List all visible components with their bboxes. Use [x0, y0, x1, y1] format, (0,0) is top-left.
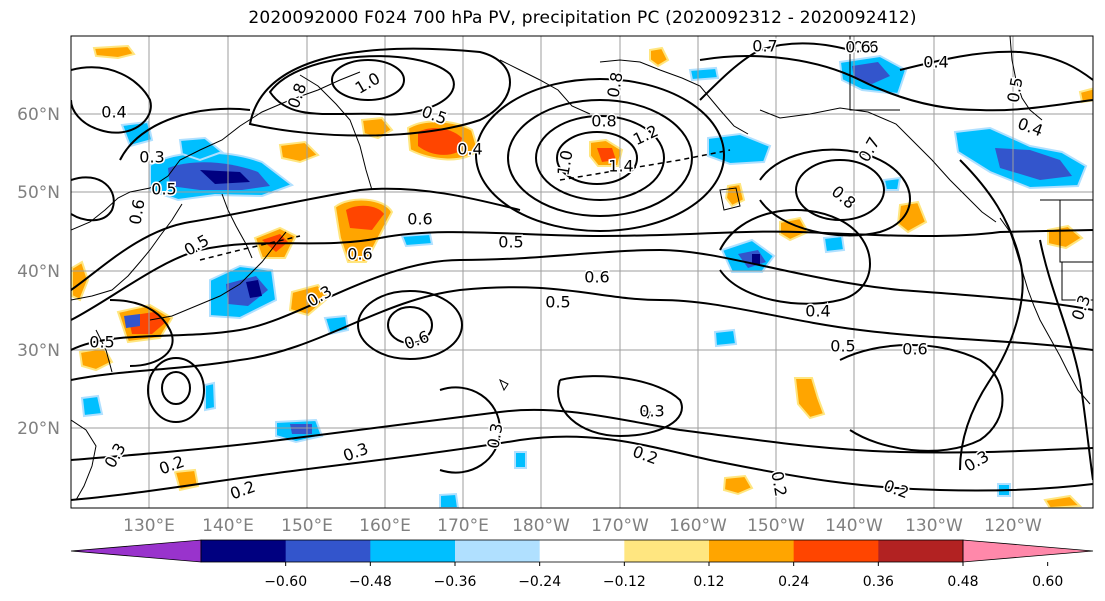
contour-label: 0.4	[101, 103, 126, 122]
colorbar-tick-label: −0.36	[434, 574, 477, 590]
colorbar-bin	[201, 540, 287, 562]
colorbar-bin	[455, 540, 541, 562]
longitude-label: 120°W	[984, 516, 1042, 536]
contour-label: 0.6	[584, 268, 609, 287]
colorbar: −0.60 −0.48 −0.36 −0.24 −0.12 0.12 0.24 0.36 0.4…	[70, 539, 1094, 590]
contour-label: 0.6	[347, 245, 372, 264]
contour-label: 0.5	[1003, 76, 1026, 104]
colorbar-extend-high	[962, 539, 1094, 563]
longitude-label: 130°W	[905, 516, 963, 536]
longitude-label: 150°E	[281, 516, 333, 536]
contour-label: 0.2	[767, 470, 790, 498]
colorbar-tick-label: −0.24	[518, 574, 561, 590]
contour-label: 1.2	[630, 121, 661, 149]
contour-label: 0.8	[828, 182, 860, 213]
contour-label: 0.6	[902, 340, 927, 359]
gridlines	[71, 36, 1093, 508]
colorbar-extend-low	[70, 539, 202, 563]
colorbar-tick-label: 0.48	[947, 574, 978, 590]
colorbar-bin	[370, 540, 456, 562]
contour-label: 0.3	[139, 148, 164, 167]
latitude-label: 30°N	[17, 341, 60, 361]
contour-label: 1.0	[553, 149, 576, 177]
colorbar-bin	[878, 540, 964, 562]
longitude-label: 140°W	[825, 516, 883, 536]
contour-label: 0.6	[853, 38, 878, 57]
map-frame	[70, 35, 1094, 509]
longitude-labels: 130°E 140°E 150°E 160°E 170°E 180°W 170°W 160°W…	[123, 516, 1042, 536]
contour-label: 0.4	[1015, 114, 1045, 141]
contour-label: 0.3	[101, 440, 130, 472]
contour-label: 0.4	[457, 140, 482, 159]
contour-label: 0.6	[125, 198, 148, 226]
contour-label: 0.5	[545, 293, 570, 312]
contour-label: 0.5	[830, 337, 855, 356]
contour-label: 0.8	[591, 112, 616, 131]
contour-label: 0.6	[401, 327, 431, 354]
contour-label: 0.6	[407, 210, 432, 229]
colorbar-tick-label: 0.12	[693, 574, 724, 590]
colorbar-tick-label: −0.60	[264, 574, 307, 590]
contour-label: 0.2	[881, 476, 911, 503]
precipitation-shading	[71, 44, 1093, 508]
latitude-label: 60°N	[17, 105, 60, 125]
longitude-label: 160°W	[669, 516, 727, 536]
longitude-label: 170°W	[591, 516, 649, 536]
colorbar-bin	[793, 540, 879, 562]
contour-label: 0.7	[752, 37, 777, 56]
contour-label: 0.3	[483, 422, 506, 450]
latitude-label: 40°N	[17, 262, 60, 282]
contour-label: 0.3	[1068, 292, 1095, 322]
coastlines	[71, 36, 1093, 501]
colorbar-tick-label: 0.60	[1032, 574, 1063, 590]
contour-label: 0.5	[89, 333, 114, 352]
contour-label: 0.4	[805, 302, 830, 321]
colorbar-bin	[285, 540, 371, 562]
contour-label: 0.6	[845, 38, 870, 57]
colorbar-tick-label: 0.24	[778, 574, 809, 590]
contour-label: 0.8	[603, 71, 626, 99]
colorbar-bin	[624, 540, 710, 562]
colorbar-bin	[539, 540, 625, 562]
contour-label: 0.8	[284, 80, 311, 110]
pv-contours	[71, 42, 1093, 501]
colorbar-tick-label: −0.48	[349, 574, 392, 590]
latitude-labels: 60°N 50°N 40°N 30°N 20°N	[17, 105, 60, 439]
longitude-label: 150°W	[747, 516, 805, 536]
longitude-label: 160°E	[359, 516, 411, 536]
colorbar-tick-label: −0.12	[603, 574, 646, 590]
contour-label: 0.3	[639, 402, 664, 421]
longitude-label: 140°E	[202, 516, 254, 536]
longitude-label: 180°W	[512, 516, 570, 536]
latitude-label: 20°N	[17, 419, 60, 439]
colorbar-bin	[709, 540, 795, 562]
contour-label: 0.2	[227, 477, 257, 504]
contour-label: 0.3	[340, 439, 370, 466]
figure-title: 2020092000 F024 700 hPa PV, precipitatio…	[248, 8, 917, 28]
longitude-label: 170°E	[437, 516, 489, 536]
contour-label: 1.4	[608, 157, 633, 176]
contour-label: 0.2	[630, 442, 660, 469]
contour-label: 0.5	[498, 233, 523, 252]
colorbar-tick-label: 0.36	[863, 574, 894, 590]
latitude-label: 50°N	[17, 183, 60, 203]
contour-label: 0.5	[151, 180, 176, 199]
longitude-label: 130°E	[123, 516, 175, 536]
contour-label: 0.4	[923, 53, 948, 72]
